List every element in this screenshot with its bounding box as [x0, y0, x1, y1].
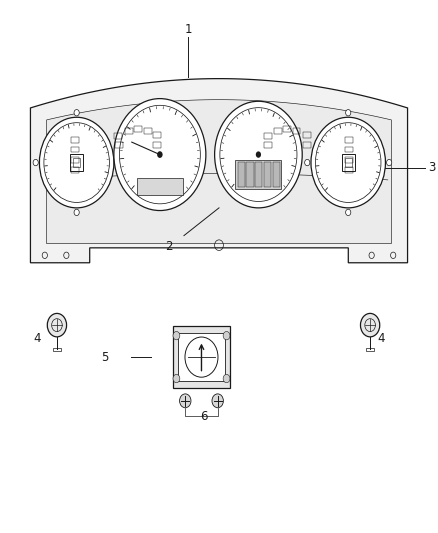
Bar [345, 147, 353, 152]
Text: 3: 3 [429, 161, 436, 174]
Circle shape [256, 151, 261, 158]
Polygon shape [46, 100, 392, 244]
Bar [114, 133, 122, 139]
Circle shape [387, 159, 392, 166]
Bar [144, 128, 152, 134]
Text: 2: 2 [165, 240, 173, 253]
Circle shape [311, 117, 385, 208]
Circle shape [360, 313, 380, 337]
Bar [345, 167, 353, 173]
Bar [137, 178, 183, 195]
Bar [264, 162, 271, 187]
Bar [173, 326, 230, 388]
Bar [283, 126, 291, 132]
Bar [153, 132, 161, 138]
Text: 1: 1 [184, 23, 192, 36]
Circle shape [39, 117, 114, 208]
Bar [73, 158, 80, 167]
Bar [71, 137, 79, 143]
Bar [247, 162, 254, 187]
Bar [366, 348, 374, 351]
Bar [273, 162, 280, 187]
Bar [274, 128, 282, 134]
Bar [71, 147, 79, 152]
Text: 4: 4 [33, 332, 41, 345]
Bar [303, 132, 311, 138]
Circle shape [305, 159, 310, 166]
Circle shape [114, 99, 206, 211]
Circle shape [215, 101, 302, 208]
Bar [264, 142, 272, 148]
Bar [53, 348, 61, 351]
Circle shape [346, 209, 351, 215]
Text: 4: 4 [377, 332, 385, 345]
Polygon shape [31, 79, 407, 263]
Bar [255, 162, 262, 187]
Circle shape [74, 110, 79, 116]
Bar [125, 128, 133, 134]
Bar [342, 155, 355, 171]
Bar [134, 126, 142, 132]
Circle shape [157, 151, 162, 158]
Bar [264, 133, 272, 139]
Circle shape [346, 110, 351, 116]
Circle shape [173, 332, 180, 340]
Bar [345, 158, 352, 167]
Bar [345, 137, 353, 143]
Text: 6: 6 [200, 410, 208, 423]
Bar [293, 128, 300, 134]
Bar [345, 157, 353, 163]
Circle shape [223, 374, 230, 383]
Bar [238, 162, 245, 187]
Circle shape [180, 394, 191, 408]
Circle shape [115, 159, 120, 166]
Circle shape [173, 374, 180, 383]
Circle shape [185, 337, 218, 377]
Circle shape [33, 159, 38, 166]
Bar [236, 160, 281, 189]
Bar [303, 142, 311, 148]
Bar [70, 155, 83, 171]
Bar [71, 167, 79, 173]
Circle shape [212, 394, 223, 408]
Bar [71, 157, 79, 163]
Bar [153, 142, 161, 148]
Circle shape [74, 209, 79, 215]
Circle shape [47, 313, 67, 337]
Bar [178, 333, 225, 381]
Bar [115, 142, 123, 148]
Circle shape [223, 332, 230, 340]
Text: 5: 5 [102, 351, 109, 364]
